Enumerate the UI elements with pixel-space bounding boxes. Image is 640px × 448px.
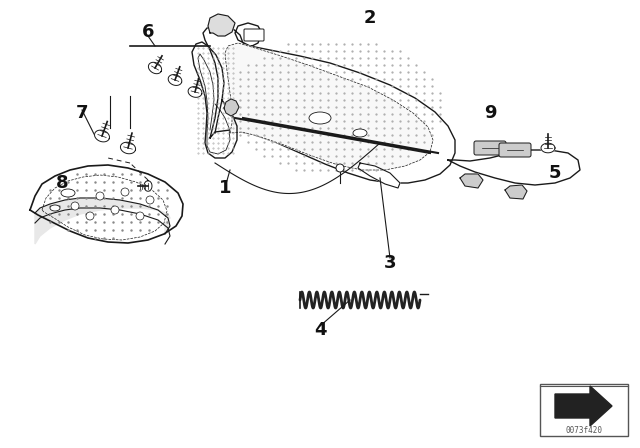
Polygon shape	[120, 142, 136, 154]
Circle shape	[86, 212, 94, 220]
Circle shape	[146, 196, 154, 204]
Text: 5: 5	[548, 164, 561, 182]
Text: 0073f420: 0073f420	[566, 426, 602, 435]
Polygon shape	[203, 23, 455, 183]
Polygon shape	[192, 42, 237, 158]
Text: 8: 8	[56, 174, 68, 192]
Polygon shape	[358, 163, 400, 188]
Polygon shape	[35, 198, 170, 244]
Circle shape	[121, 188, 129, 196]
Polygon shape	[208, 14, 235, 36]
Text: 1: 1	[219, 179, 231, 197]
Text: 4: 4	[314, 321, 326, 339]
Polygon shape	[541, 143, 555, 153]
Circle shape	[111, 206, 119, 214]
Polygon shape	[168, 74, 182, 86]
Text: 2: 2	[364, 9, 376, 27]
Polygon shape	[95, 130, 109, 142]
FancyBboxPatch shape	[244, 29, 264, 41]
Polygon shape	[224, 99, 239, 116]
Polygon shape	[555, 386, 612, 426]
Polygon shape	[30, 165, 183, 243]
Polygon shape	[148, 62, 161, 73]
Text: 9: 9	[484, 104, 496, 122]
Circle shape	[336, 164, 344, 172]
Ellipse shape	[61, 189, 75, 197]
Ellipse shape	[50, 205, 60, 211]
Polygon shape	[188, 86, 202, 97]
Text: 7: 7	[76, 104, 88, 122]
Text: 6: 6	[141, 23, 154, 41]
Circle shape	[71, 202, 79, 210]
Ellipse shape	[309, 112, 331, 124]
Polygon shape	[448, 150, 580, 185]
Polygon shape	[460, 174, 483, 188]
Circle shape	[136, 212, 144, 220]
FancyBboxPatch shape	[474, 141, 506, 155]
Polygon shape	[505, 185, 527, 199]
Circle shape	[96, 192, 104, 200]
FancyBboxPatch shape	[499, 143, 531, 157]
Bar	[540, 384, 628, 436]
Polygon shape	[144, 181, 152, 191]
Polygon shape	[225, 43, 433, 170]
Text: 3: 3	[384, 254, 396, 272]
Ellipse shape	[353, 129, 367, 137]
